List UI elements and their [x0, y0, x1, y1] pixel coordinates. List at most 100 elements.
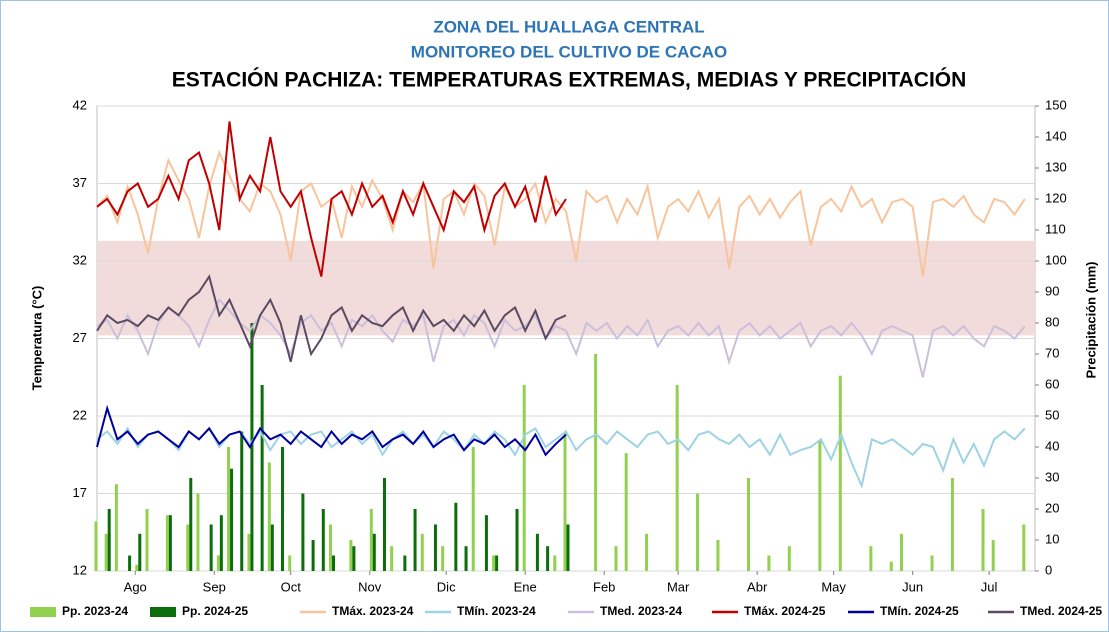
precip-bar	[186, 524, 190, 571]
precip-bar	[464, 546, 468, 571]
y2-tick-label: 70	[1045, 345, 1059, 360]
precip-bar	[546, 546, 550, 571]
precip-bar	[114, 484, 118, 571]
y2-tick-label: 60	[1045, 376, 1059, 391]
precip-bar	[535, 533, 539, 571]
precip-bar	[950, 478, 954, 571]
precip-bar	[230, 468, 234, 571]
precip-bar	[787, 546, 791, 571]
x-tick-label: Oct	[281, 579, 302, 594]
x-tick-label: Dic	[437, 579, 456, 594]
precip-bar	[311, 540, 315, 571]
legend-label: Pp. 2024-25	[182, 604, 248, 618]
legend-label: TMed. 2023-24	[600, 604, 682, 618]
precip-bar	[145, 509, 149, 571]
precip-bar	[250, 323, 254, 571]
precip-bar	[240, 431, 244, 571]
precip-bar	[675, 385, 679, 571]
y2-tick-label: 110	[1045, 221, 1066, 236]
precip-bar	[716, 540, 720, 571]
precip-bar	[991, 540, 995, 571]
y2-tick-label: 100	[1045, 252, 1067, 267]
y-tick-label: 27	[73, 330, 87, 345]
precip-bar	[219, 515, 223, 571]
precip-bar	[332, 555, 335, 571]
x-tick-label: Abr	[747, 579, 768, 594]
precip-bar	[563, 431, 567, 571]
precip-bar	[454, 502, 458, 571]
precip-bar	[94, 521, 98, 571]
precip-bar	[196, 493, 200, 571]
precip-bar	[696, 493, 700, 571]
x-tick-label: Ene	[514, 579, 537, 594]
precip-bar	[522, 385, 526, 571]
x-tick-label: Jun	[902, 579, 923, 594]
y2-tick-label: 120	[1045, 190, 1067, 205]
legend-swatch	[150, 607, 176, 617]
legend-label: TMed. 2024-25	[1020, 604, 1102, 618]
x-tick-label: Jul	[981, 579, 998, 594]
precip-bar	[349, 540, 353, 571]
y2-tick-label: 140	[1045, 128, 1067, 143]
y-tick-label: 32	[73, 252, 87, 267]
chart-title: ZONA DEL HUALLAGA CENTRAL	[433, 17, 704, 36]
y2-tick-label: 0	[1045, 562, 1052, 577]
temp-line	[96, 298, 1026, 378]
precip-bar	[441, 546, 445, 571]
y2-tick-label: 20	[1045, 500, 1059, 515]
y2-axis-label: Precipitación (mm)	[1083, 261, 1098, 378]
y2-tick-label: 50	[1045, 407, 1059, 422]
precip-bar	[930, 555, 934, 571]
x-tick-label: Ago	[124, 579, 147, 594]
x-tick-label: May	[821, 579, 846, 594]
precip-bar	[645, 533, 649, 571]
y-tick-label: 12	[73, 562, 87, 577]
precip-bar	[981, 509, 985, 571]
precip-bar	[420, 533, 424, 571]
precip-bar	[128, 555, 132, 571]
precip-bar	[869, 546, 873, 571]
y2-tick-label: 30	[1045, 469, 1059, 484]
precip-bar	[889, 561, 893, 571]
precip-bar	[321, 509, 325, 571]
legend-label: Pp. 2023-24	[62, 604, 128, 618]
x-tick-label: Feb	[593, 579, 615, 594]
precip-bar	[767, 555, 771, 571]
y2-tick-label: 90	[1045, 283, 1059, 298]
y-tick-label: 42	[73, 97, 87, 112]
precip-bar	[492, 555, 496, 571]
precip-bar	[107, 509, 111, 571]
precip-bar	[189, 478, 193, 571]
precip-bar	[471, 447, 475, 571]
precip-bar	[403, 555, 407, 571]
precip-bar	[495, 555, 499, 571]
precip-bar	[372, 533, 376, 571]
precip-bar	[484, 515, 488, 571]
precip-bar	[390, 546, 394, 571]
precip-bar	[818, 440, 822, 571]
y2-tick-label: 150	[1045, 97, 1067, 112]
precip-bar	[138, 533, 142, 571]
precip-bar	[553, 555, 557, 571]
precip-bar	[614, 546, 618, 571]
precip-bar	[1022, 524, 1026, 571]
precip-bar	[267, 462, 271, 571]
legend-label: TMín. 2024-25	[880, 604, 959, 618]
y2-tick-label: 130	[1045, 159, 1067, 174]
legend-label: TMáx. 2024-25	[744, 604, 826, 618]
y-tick-label: 22	[73, 407, 87, 422]
temp-line	[96, 274, 567, 363]
precip-bar	[329, 524, 332, 571]
legend-swatch	[30, 607, 56, 617]
y2-tick-label: 10	[1045, 531, 1059, 546]
precip-bar	[209, 524, 213, 571]
x-tick-label: Mar	[667, 579, 690, 594]
precip-bar	[838, 375, 842, 571]
precip-bar	[624, 453, 628, 571]
precip-bar	[899, 533, 903, 571]
precip-bar	[281, 447, 285, 571]
x-tick-label: Sep	[203, 579, 226, 594]
precip-bar	[135, 564, 139, 571]
temp-line	[96, 121, 567, 277]
